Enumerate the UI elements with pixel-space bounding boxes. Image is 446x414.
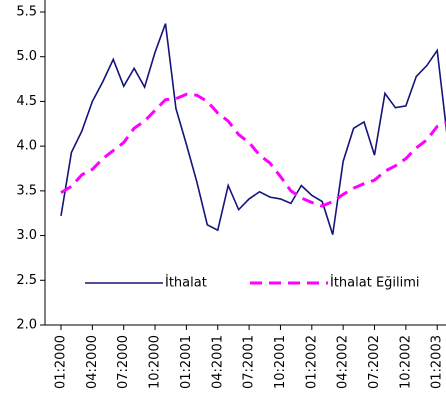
series-line (60, 23, 446, 235)
legend-label: İthalat (165, 275, 207, 291)
x-tick-label: 10:2000 (148, 335, 163, 389)
x-tick-label: 01:2003 (430, 335, 445, 389)
y-tick-label: 4.5 (16, 94, 37, 109)
y-tick-label: 5.0 (16, 49, 37, 64)
y-tick-label: 2.5 (16, 273, 37, 288)
y-tick-label: 5.5 (16, 5, 37, 20)
x-tick-label: 01:2002 (304, 335, 319, 389)
y-tick-label: 4.0 (16, 139, 37, 154)
legend-label: İthalat Eğilimi (330, 275, 420, 291)
x-tick-label: 07:2000 (116, 335, 131, 389)
x-tick-label: 04:2001 (210, 335, 225, 389)
x-tick-label: 07:2002 (367, 335, 382, 389)
x-tick-label: 01:2001 (179, 335, 194, 389)
y-tick-label: 3.0 (16, 228, 37, 243)
x-tick-label: 04:2002 (336, 335, 351, 389)
y-tick-label: 3.5 (16, 183, 37, 198)
x-tick-label: 10:2001 (273, 335, 288, 389)
y-tick-label: 2.0 (16, 318, 37, 333)
plot-area (60, 23, 446, 235)
x-tick-label: 04:2000 (85, 335, 100, 389)
series-line (60, 92, 446, 208)
x-tick-label: 07:2001 (242, 335, 257, 389)
x-tick-label: 01:2000 (54, 335, 69, 389)
x-tick-label: 10:2002 (398, 335, 413, 389)
